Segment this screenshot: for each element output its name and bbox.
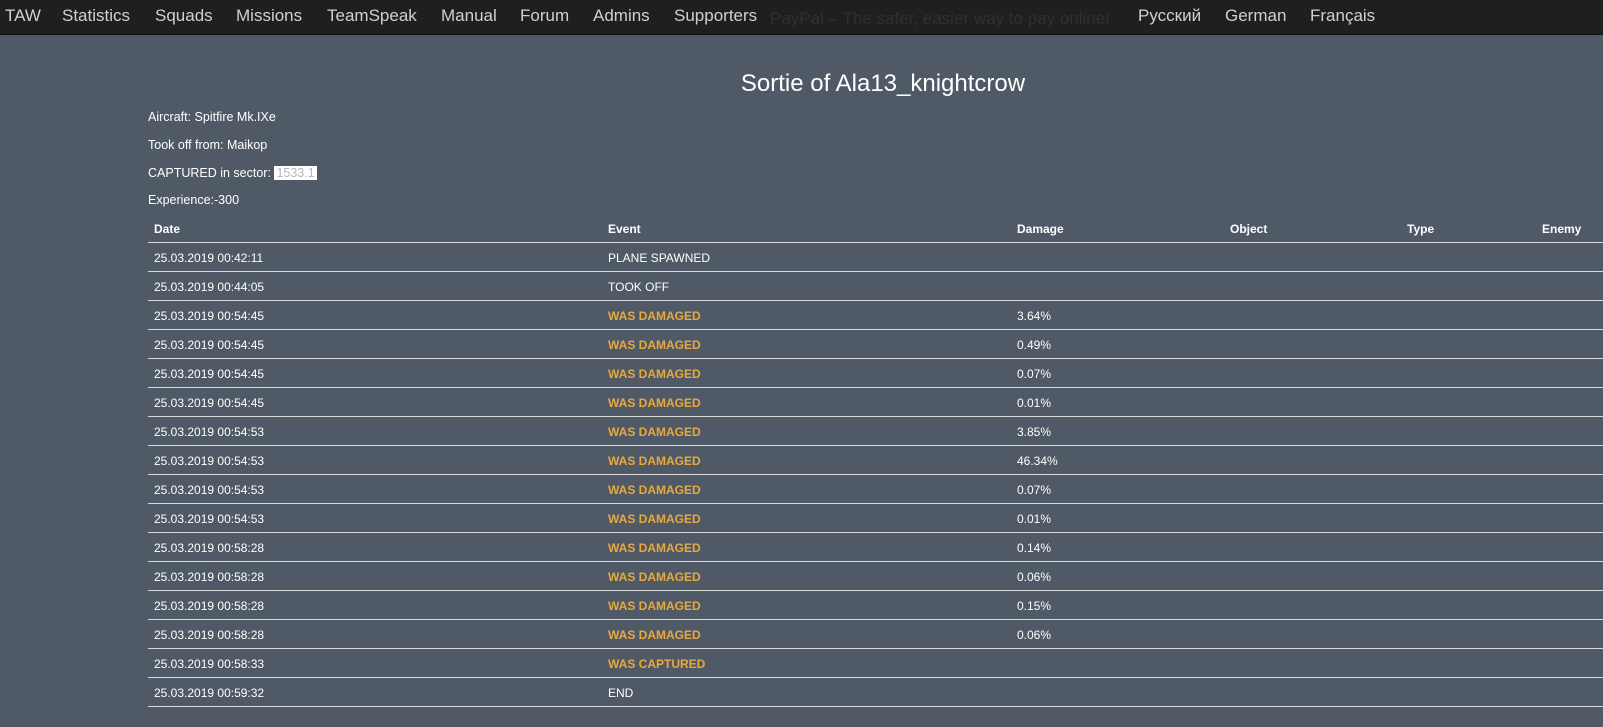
nav-taw[interactable]: TAW <box>5 6 41 25</box>
row-damage: 0.01% <box>1017 396 1052 410</box>
table-row: 25.03.2019 00:58:33 WAS CAPTURED <box>148 649 1603 678</box>
nav-missions[interactable]: Missions <box>236 6 303 25</box>
row-date: 25.03.2019 00:59:32 <box>154 686 265 700</box>
row-event: WAS DAMAGED <box>608 628 701 642</box>
table-row: 25.03.2019 00:54:45 WAS DAMAGED 0.49% <box>148 330 1603 359</box>
table-row: 25.03.2019 00:54:45 WAS DAMAGED 0.07% <box>148 359 1603 388</box>
row-event: PLANE SPAWNED <box>608 251 711 265</box>
row-event: TOOK OFF <box>608 280 670 294</box>
nav-lang-german[interactable]: German <box>1225 6 1287 25</box>
row-event: WAS DAMAGED <box>608 599 701 613</box>
row-event: WAS DAMAGED <box>608 512 701 526</box>
table-row: 25.03.2019 00:58:28 WAS DAMAGED 0.15% <box>148 591 1603 620</box>
row-event: WAS DAMAGED <box>608 541 701 555</box>
captured-label: CAPTURED in sector: <box>148 166 271 180</box>
header-event: Event <box>608 222 641 236</box>
table-row: 25.03.2019 00:54:53 WAS DAMAGED 0.07% <box>148 475 1603 504</box>
header-date: Date <box>154 222 181 236</box>
row-damage: 0.06% <box>1017 570 1052 584</box>
paypal-banner-link[interactable]: PayPal – The safer, easier way to pay on… <box>770 9 1110 28</box>
table-row: 25.03.2019 00:42:11 PLANE SPAWNED <box>148 243 1603 272</box>
table-row: 25.03.2019 00:54:53 WAS DAMAGED 0.01% <box>148 504 1603 533</box>
row-date: 25.03.2019 00:44:05 <box>154 280 265 294</box>
table-row: 25.03.2019 00:54:45 WAS DAMAGED 3.64% <box>148 301 1603 330</box>
row-event: WAS CAPTURED <box>608 657 706 671</box>
header-object: Object <box>1230 222 1268 236</box>
row-date: 25.03.2019 00:58:28 <box>154 541 265 555</box>
header-damage: Damage <box>1017 222 1064 236</box>
row-date: 25.03.2019 00:54:53 <box>154 512 265 526</box>
row-damage: 3.64% <box>1017 309 1052 323</box>
top-navbar: TAW Statistics Squads Missions TeamSpeak… <box>0 0 1603 35</box>
row-event: END <box>608 686 634 700</box>
row-damage: 0.07% <box>1017 483 1052 497</box>
nav-lang-russian[interactable]: Русский <box>1138 6 1202 25</box>
table-row: 25.03.2019 00:54:53 WAS DAMAGED 46.34% <box>148 446 1603 475</box>
row-date: 25.03.2019 00:54:45 <box>154 338 265 352</box>
events-table: Date Event Damage Object Type Enemy 25.0… <box>148 214 1603 707</box>
captured-sector-value: 1533.1 <box>274 166 317 180</box>
experience-info: Experience:-300 <box>148 193 240 207</box>
table-header-row: Date Event Damage Object Type Enemy <box>148 214 1603 243</box>
nav-squads[interactable]: Squads <box>155 6 213 25</box>
row-damage: 3.85% <box>1017 425 1052 439</box>
table-row: 25.03.2019 00:58:28 WAS DAMAGED 0.14% <box>148 533 1603 562</box>
aircraft-info: Aircraft: Spitfire Mk.IXe <box>148 110 276 124</box>
header-type: Type <box>1407 222 1435 236</box>
row-date: 25.03.2019 00:54:45 <box>154 396 265 410</box>
table-row: 25.03.2019 00:54:53 WAS DAMAGED 3.85% <box>148 417 1603 446</box>
row-damage: 0.15% <box>1017 599 1052 613</box>
row-date: 25.03.2019 00:58:28 <box>154 628 265 642</box>
row-event: WAS DAMAGED <box>608 396 701 410</box>
row-damage: 46.34% <box>1017 454 1058 468</box>
nav-supporters[interactable]: Supporters <box>674 6 758 25</box>
nav-statistics[interactable]: Statistics <box>62 6 131 25</box>
nav-teamspeak[interactable]: TeamSpeak <box>327 6 417 25</box>
page-title: Sortie of Ala13_knightcrow <box>740 70 1026 97</box>
row-damage: 0.01% <box>1017 512 1052 526</box>
takeoff-info: Took off from: Maikop <box>148 138 268 152</box>
row-event: WAS DAMAGED <box>608 367 701 381</box>
row-damage: 0.06% <box>1017 628 1052 642</box>
nav-manual[interactable]: Manual <box>441 6 497 25</box>
nav-forum[interactable]: Forum <box>520 6 570 25</box>
table-row: 25.03.2019 00:58:28 WAS DAMAGED 0.06% <box>148 562 1603 591</box>
row-date: 25.03.2019 00:54:45 <box>154 309 265 323</box>
nav-admins[interactable]: Admins <box>593 6 650 25</box>
nav-lang-french[interactable]: Français <box>1310 6 1376 25</box>
row-date: 25.03.2019 00:54:53 <box>154 425 265 439</box>
header-enemy: Enemy <box>1542 222 1582 236</box>
row-event: WAS DAMAGED <box>608 483 701 497</box>
row-event: WAS DAMAGED <box>608 454 701 468</box>
row-date: 25.03.2019 00:54:53 <box>154 483 265 497</box>
row-damage: 0.49% <box>1017 338 1052 352</box>
row-event: WAS DAMAGED <box>608 570 701 584</box>
row-event: WAS DAMAGED <box>608 338 701 352</box>
table-row: 25.03.2019 00:58:28 WAS DAMAGED 0.06% <box>148 620 1603 649</box>
row-event: WAS DAMAGED <box>608 309 701 323</box>
row-date: 25.03.2019 00:58:33 <box>154 657 265 671</box>
table-row: 25.03.2019 00:44:05 TOOK OFF <box>148 272 1603 301</box>
captured-info: CAPTURED in sector: 1533.1 <box>148 166 317 180</box>
row-event: WAS DAMAGED <box>608 425 701 439</box>
row-date: 25.03.2019 00:42:11 <box>154 251 264 265</box>
row-damage: 0.14% <box>1017 541 1052 555</box>
row-damage: 0.07% <box>1017 367 1052 381</box>
row-date: 25.03.2019 00:54:45 <box>154 367 265 381</box>
row-date: 25.03.2019 00:54:53 <box>154 454 265 468</box>
table-row: 25.03.2019 00:54:45 WAS DAMAGED 0.01% <box>148 388 1603 417</box>
row-date: 25.03.2019 00:58:28 <box>154 570 265 584</box>
row-date: 25.03.2019 00:58:28 <box>154 599 265 613</box>
table-row: 25.03.2019 00:59:32 END <box>148 678 1603 707</box>
